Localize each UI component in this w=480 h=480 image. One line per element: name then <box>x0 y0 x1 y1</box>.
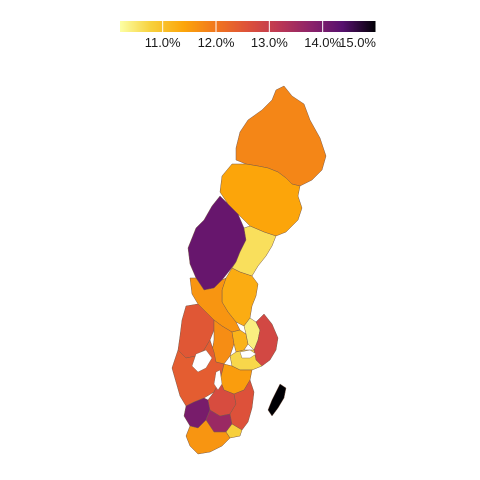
legend: 11.0% 12.0% 13.0% 14.0%15.0% <box>120 21 377 50</box>
legend-tick-label: 13.0% <box>251 35 288 50</box>
legend-tick-label: 12.0% <box>198 35 235 50</box>
legend-tick-label: 15.0% <box>339 35 376 50</box>
region-stockholm <box>253 313 279 367</box>
lake-vanern <box>191 349 213 373</box>
lake-vattern <box>213 369 223 391</box>
legend-color-bar <box>120 21 376 32</box>
legend-tick-label: 11.0% <box>145 35 181 50</box>
region-skane <box>185 419 231 455</box>
legend-ticks: 11.0% 12.0% 13.0% 14.0%15.0% <box>145 21 377 50</box>
regions <box>171 85 327 455</box>
region-vastmanland <box>231 329 249 353</box>
lake-malaren <box>239 349 257 359</box>
region-orebro <box>211 319 235 365</box>
region-kalmar <box>229 379 255 431</box>
legend-tick-label: 14.0% <box>304 35 341 50</box>
region-gotland <box>267 383 287 417</box>
